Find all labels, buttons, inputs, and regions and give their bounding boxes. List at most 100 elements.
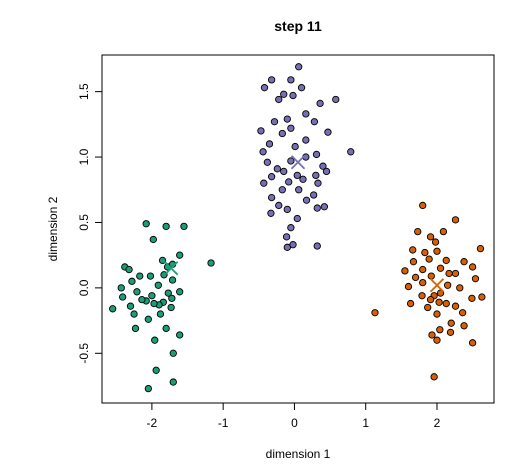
data-point [433,336,441,344]
data-point [468,294,476,302]
data-point [293,214,301,223]
data-point [148,292,156,300]
data-point [275,201,283,210]
data-point [458,309,467,317]
data-point [280,167,288,176]
data-point [263,158,272,166]
y-tick-label: 0.5 [77,214,91,231]
data-point [468,263,477,271]
data-point [456,284,464,292]
data-point [146,272,155,280]
data-point [151,336,159,344]
data-point [168,294,176,302]
data-point [293,171,301,180]
x-tick-label: 0 [291,416,298,430]
centroid-stroke [163,261,179,276]
data-point [478,293,486,301]
data-point [168,276,177,284]
centroid-x-marker [290,155,306,170]
data-point [404,282,413,291]
chart-title: step 11 [274,18,322,34]
data-point [302,110,310,118]
data-point [421,248,429,257]
data-points [109,63,486,393]
data-point [414,227,422,236]
data-point [267,209,275,217]
data-point [289,91,297,100]
y-tick-label: -0.5 [77,343,91,364]
data-point [451,269,460,278]
data-point [435,298,443,306]
data-point [320,203,329,211]
data-point [436,326,444,334]
centroid-stroke [290,155,306,170]
data-point [406,299,415,308]
data-point [451,216,460,224]
data-point [347,148,355,156]
x-tick-label: 2 [434,416,441,430]
data-point [144,384,152,393]
data-point [436,264,445,272]
y-axis: -0.5 0.0 0.5 1.0 1.5 [77,83,103,364]
y-tick-label: 1.0 [77,148,91,165]
data-point [418,292,426,300]
data-point [152,366,160,374]
data-point [314,179,322,187]
x-tick-label: -2 [147,416,158,430]
data-point [117,284,125,292]
data-point [319,162,327,170]
data-point [451,302,460,310]
data-point [425,255,433,263]
data-point [154,281,162,289]
y-axis-label: dimension 2 [46,196,60,261]
data-point [439,227,448,236]
data-point [109,305,117,313]
data-point [275,95,283,104]
data-point [280,90,288,98]
data-point [371,309,379,317]
data-point [283,243,291,251]
data-point [270,118,279,126]
data-point [401,267,409,275]
data-point [180,222,188,231]
data-point [295,63,303,71]
data-point [426,295,435,304]
data-point [133,288,141,296]
plot-frame [101,54,495,404]
data-point [442,256,450,265]
data-point [169,349,177,357]
data-point [446,328,455,337]
data-point [267,76,276,84]
data-point [433,247,441,255]
data-point [144,315,152,323]
data-point [431,238,440,246]
data-point [257,127,265,135]
data-point [291,142,299,151]
data-point [419,278,427,287]
centroid-x-marker [429,278,445,293]
data-point [260,84,269,92]
data-point [260,179,268,187]
data-point [167,303,175,312]
data-point [125,265,133,274]
data-point [267,193,276,202]
data-point [295,186,303,194]
data-point [302,136,310,144]
data-point [283,205,291,214]
data-point [460,258,468,266]
data-point [313,242,321,250]
data-point [424,303,432,312]
data-point [278,129,286,138]
data-point [207,259,215,267]
data-point [149,235,157,244]
data-point [332,95,340,104]
x-tick-label: 1 [362,416,369,430]
data-point [471,275,480,283]
data-point [310,191,318,199]
y-tick-label: 0.0 [77,279,91,296]
centroid-x-marker [163,261,179,276]
x-tick-label: -1 [218,416,229,430]
data-point [138,295,146,304]
x-axis-label: dimension 1 [266,447,331,461]
data-point [267,173,276,181]
